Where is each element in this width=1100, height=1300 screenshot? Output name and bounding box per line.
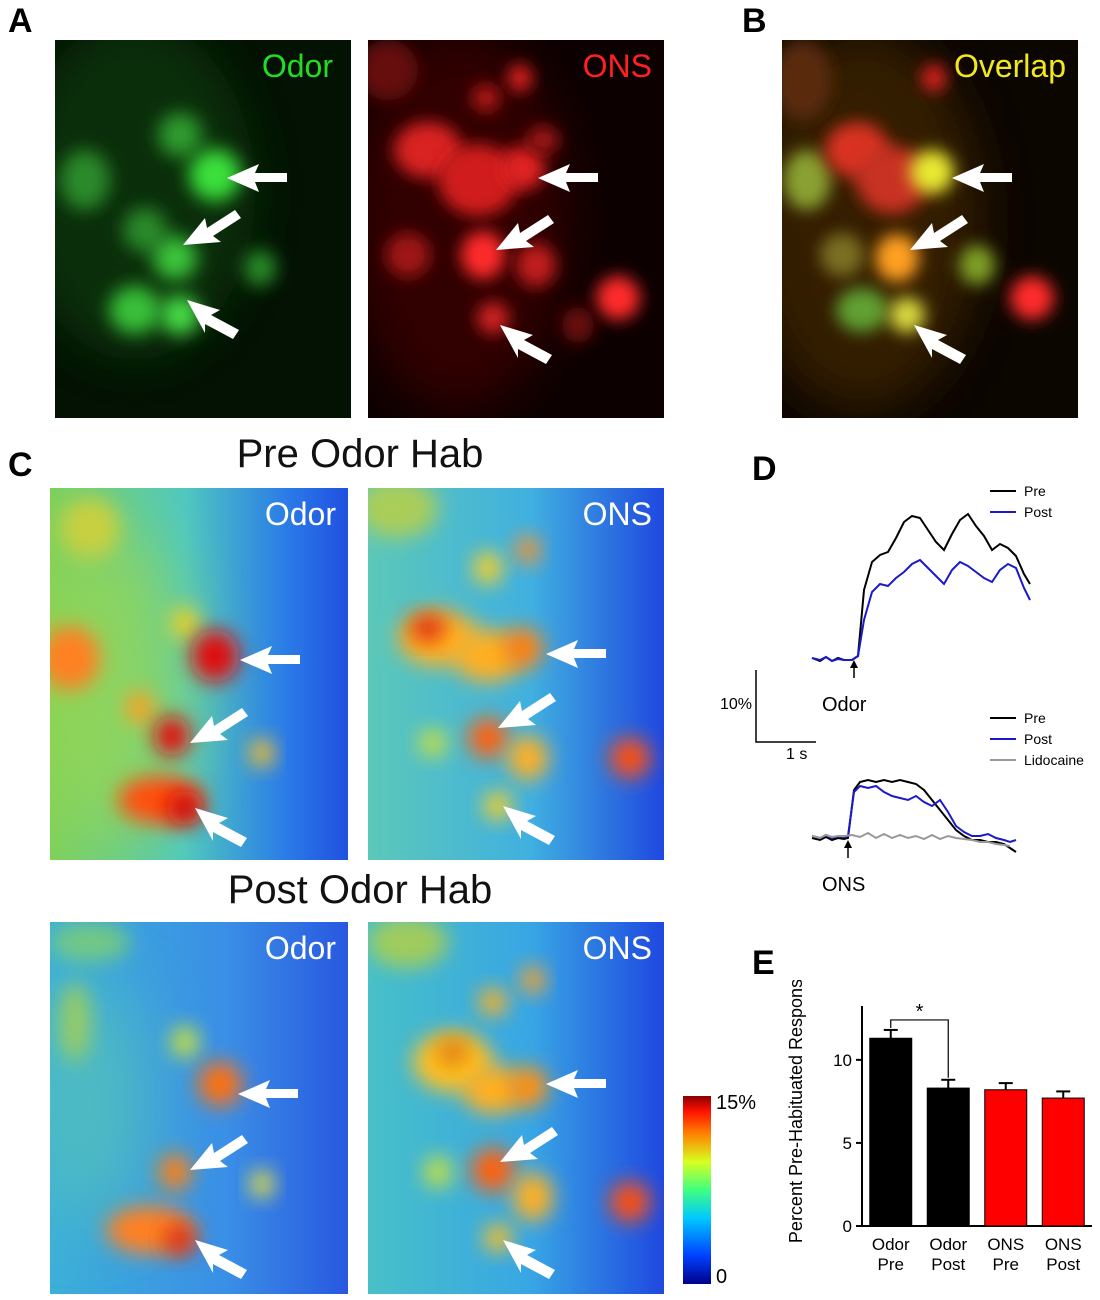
legend2-lidocaine-text: Lidocaine xyxy=(1024,752,1084,768)
scale-bar xyxy=(755,670,816,743)
significance-bracket xyxy=(890,1019,949,1078)
post-ons-heatmap: ONS xyxy=(368,922,664,1294)
legend2-pre-text: Pre xyxy=(1024,710,1046,726)
post-odor-heatmap: Odor xyxy=(50,922,348,1294)
odor-stim-label: Odor xyxy=(822,694,867,716)
significance-star: * xyxy=(916,1001,924,1023)
bar xyxy=(926,1087,970,1227)
post-ons-heatmap-label: ONS xyxy=(582,930,652,966)
panel-letter-c: C xyxy=(8,446,33,484)
y-tick-label: 0 xyxy=(843,1217,852,1236)
bar xyxy=(1041,1097,1085,1227)
trace-odor-pre xyxy=(811,512,1031,663)
y-tick-label: 5 xyxy=(843,1134,852,1153)
legend-post-text: Post xyxy=(1024,504,1053,520)
x-tick-label: Pre xyxy=(993,1255,1019,1274)
trace-ons-pre xyxy=(811,778,1017,853)
panel-letter-b: B xyxy=(742,2,767,40)
y-axis-label: Percent Pre-Habituated Response xyxy=(786,980,806,1243)
legend2-post-text: Post xyxy=(1024,731,1053,747)
colorbar-min-label: 0 xyxy=(716,1266,728,1288)
trace-odor-post xyxy=(811,558,1031,663)
y-tick-label: 10 xyxy=(833,1051,852,1070)
ons-fluorescence-image: ONS xyxy=(368,40,664,418)
overlap-label: Overlap xyxy=(953,48,1066,84)
panel-letter-d: D xyxy=(752,450,777,488)
scale-y-label: 10% xyxy=(720,696,753,713)
scale-x-label: 1 s xyxy=(786,746,808,763)
pre-odor-heatmap: Odor xyxy=(50,488,348,860)
pre-ons-heatmap: ONS xyxy=(368,488,664,860)
legend-pre-text: Pre xyxy=(1024,483,1046,499)
pre-odor-hab-title: Pre Odor Hab xyxy=(236,432,484,476)
x-tick-label: Post xyxy=(931,1255,965,1274)
x-tick-label: ONS xyxy=(1045,1235,1082,1254)
bar-chart: Percent Pre-Habituated Response 0 5 10 Odor… xyxy=(786,980,1092,1274)
post-odor-hab-title: Post Odor Hab xyxy=(227,868,493,912)
x-tick-label: Post xyxy=(1046,1255,1080,1274)
x-tick-label: Odor xyxy=(872,1235,910,1254)
odor-label-green: Odor xyxy=(261,48,333,84)
x-tick-label: Odor xyxy=(929,1235,967,1254)
overlap-fluorescence-image: Overlap xyxy=(782,40,1078,418)
ons-stim-label: ONS xyxy=(822,874,866,896)
pre-ons-heatmap-label: ONS xyxy=(582,496,652,532)
colorbar-max-label: 15% xyxy=(716,1092,757,1114)
panel-letter-a: A xyxy=(8,2,33,40)
pre-odor-heatmap-label: Odor xyxy=(264,496,336,532)
panel-letter-e: E xyxy=(752,944,775,982)
calcium-traces xyxy=(755,490,1031,858)
bar xyxy=(984,1089,1028,1227)
colorbar xyxy=(683,1096,711,1284)
bar xyxy=(869,1037,913,1227)
post-odor-heatmap-label: Odor xyxy=(264,930,336,966)
trace-ons-post xyxy=(811,784,1017,844)
x-tick-label: ONS xyxy=(987,1235,1024,1254)
ons-label-red: ONS xyxy=(582,48,652,84)
trace-ons-lidocaine xyxy=(811,831,1011,847)
x-tick-label: Pre xyxy=(878,1255,904,1274)
odor-fluorescence-image: Odor xyxy=(55,40,351,418)
